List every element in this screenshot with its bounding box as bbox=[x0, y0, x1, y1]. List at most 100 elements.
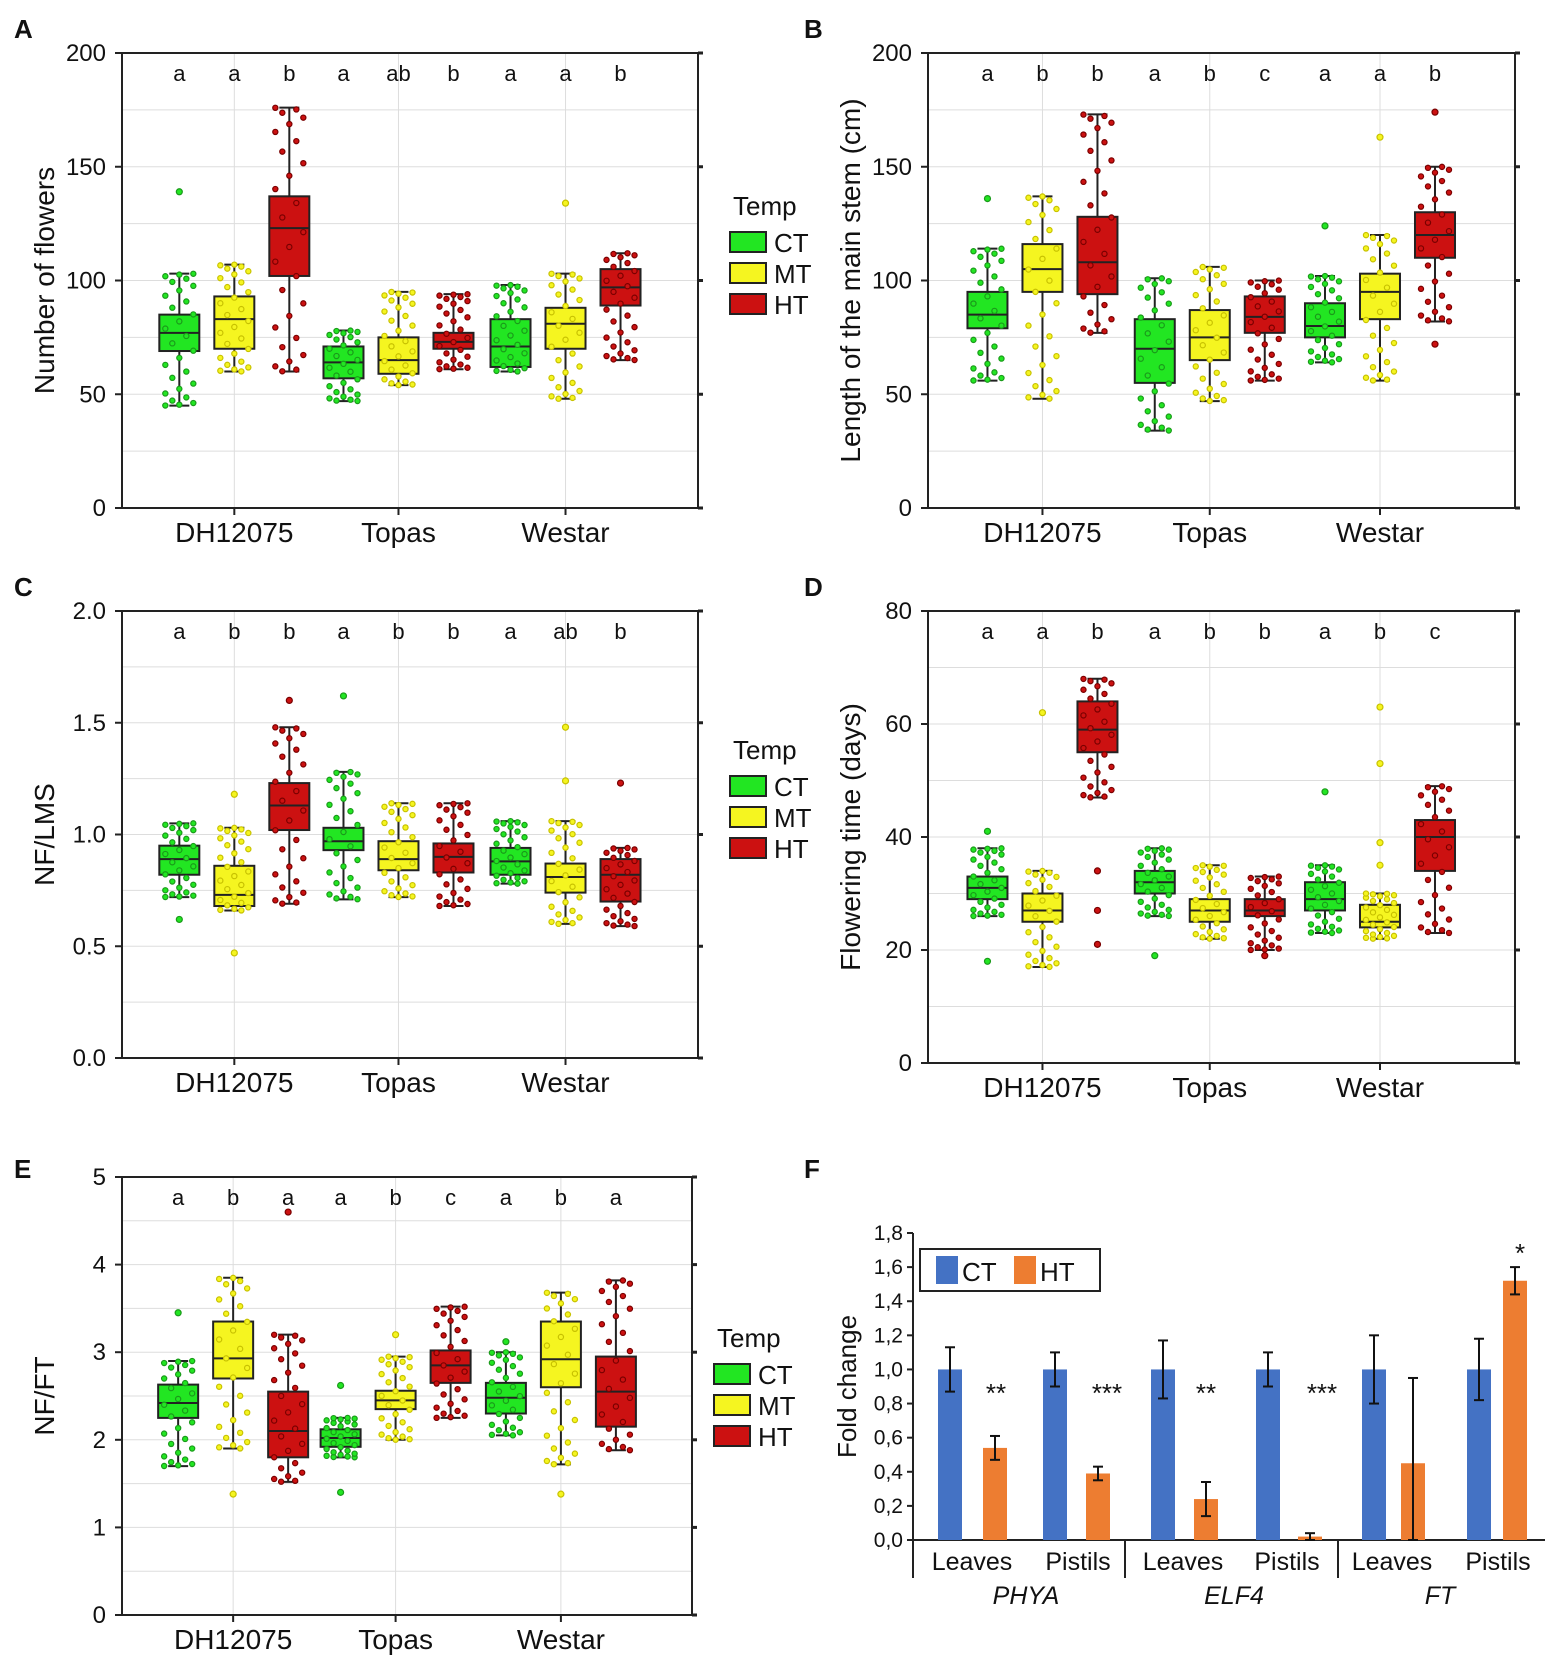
data-point bbox=[298, 1440, 306, 1448]
data-point bbox=[337, 1416, 344, 1423]
data-point bbox=[217, 329, 224, 337]
data-point bbox=[617, 272, 624, 279]
outlier-point bbox=[1093, 906, 1102, 915]
data-point bbox=[183, 298, 190, 305]
data-point bbox=[1376, 914, 1384, 921]
data-point bbox=[215, 1275, 223, 1283]
box-topas-ht bbox=[1243, 277, 1286, 384]
significance-letter: b bbox=[228, 619, 240, 644]
data-point bbox=[576, 894, 583, 901]
data-point bbox=[395, 353, 402, 360]
data-point bbox=[190, 399, 197, 407]
data-point bbox=[603, 352, 610, 360]
data-point bbox=[1424, 183, 1432, 190]
data-point bbox=[977, 372, 984, 379]
data-point bbox=[457, 803, 464, 811]
data-point bbox=[224, 283, 231, 291]
data-point bbox=[605, 1385, 613, 1393]
data-point bbox=[984, 845, 991, 852]
data-point bbox=[1417, 792, 1425, 799]
data-point bbox=[1080, 325, 1087, 332]
box-dh12075-ht bbox=[268, 696, 311, 907]
outlier-point bbox=[502, 1338, 510, 1346]
data-point bbox=[1144, 869, 1151, 877]
data-point bbox=[224, 340, 231, 348]
data-point bbox=[270, 1475, 278, 1483]
data-point bbox=[243, 1438, 251, 1446]
box-westar-ct bbox=[489, 281, 532, 375]
data-point bbox=[181, 1361, 189, 1369]
data-point bbox=[631, 846, 638, 853]
data-point bbox=[569, 855, 576, 862]
data-point bbox=[1053, 892, 1060, 899]
data-point bbox=[1192, 363, 1199, 370]
data-point bbox=[998, 257, 1005, 265]
data-point bbox=[562, 336, 569, 343]
data-point bbox=[1261, 290, 1268, 297]
data-point bbox=[457, 346, 464, 354]
data-point bbox=[1108, 700, 1115, 707]
data-point bbox=[1144, 372, 1151, 379]
data-point bbox=[543, 1305, 551, 1312]
data-point bbox=[323, 1424, 330, 1432]
data-point bbox=[1032, 913, 1039, 920]
box-westar-mt bbox=[539, 1289, 582, 1498]
data-point bbox=[181, 1407, 189, 1414]
data-point bbox=[176, 271, 183, 278]
data-point bbox=[1165, 427, 1172, 434]
data-point bbox=[174, 1449, 182, 1456]
data-point bbox=[443, 295, 450, 303]
data-point bbox=[1307, 358, 1315, 365]
data-point bbox=[245, 904, 252, 911]
data-point bbox=[337, 1423, 344, 1430]
data-point bbox=[1314, 276, 1322, 283]
data-point bbox=[521, 834, 528, 841]
data-point bbox=[509, 1383, 517, 1391]
data-point bbox=[284, 1447, 292, 1455]
data-point bbox=[229, 1274, 237, 1282]
data-point bbox=[1165, 846, 1172, 853]
data-point bbox=[507, 879, 514, 886]
data-point bbox=[1424, 801, 1432, 809]
data-point bbox=[1438, 315, 1446, 322]
data-point bbox=[548, 270, 555, 277]
significance-letter: b bbox=[283, 619, 295, 644]
data-point bbox=[514, 819, 521, 826]
data-point bbox=[1321, 323, 1329, 330]
data-point bbox=[1335, 866, 1343, 873]
outlier-point bbox=[230, 790, 238, 798]
data-point bbox=[1094, 769, 1101, 776]
data-point bbox=[1445, 916, 1453, 923]
data-point bbox=[1417, 245, 1425, 252]
data-point bbox=[333, 850, 340, 857]
data-point bbox=[1445, 227, 1453, 235]
data-point bbox=[160, 1375, 168, 1382]
data-point bbox=[1213, 881, 1220, 888]
data-point bbox=[347, 874, 354, 882]
data-point bbox=[291, 1350, 299, 1357]
data-point bbox=[300, 730, 307, 738]
significance-letter: a bbox=[1319, 619, 1332, 644]
bar-ht bbox=[1086, 1473, 1110, 1540]
box-dh12075-ct bbox=[966, 827, 1009, 965]
data-point bbox=[270, 1331, 278, 1338]
data-point bbox=[576, 275, 583, 282]
data-point bbox=[231, 261, 238, 268]
data-point bbox=[284, 1340, 292, 1348]
tissue-label: Leaves bbox=[932, 1548, 1013, 1576]
data-point bbox=[603, 849, 610, 856]
data-point bbox=[507, 870, 514, 877]
data-point bbox=[1261, 313, 1268, 320]
y-tick-label: 0,8 bbox=[874, 1393, 903, 1416]
data-point bbox=[500, 285, 507, 292]
data-point bbox=[1039, 361, 1046, 369]
significance-letter: b bbox=[555, 1185, 567, 1210]
data-point bbox=[1438, 926, 1446, 934]
data-point bbox=[381, 819, 388, 827]
data-point bbox=[1108, 731, 1115, 738]
data-point bbox=[340, 342, 347, 349]
data-point bbox=[229, 1442, 237, 1449]
data-point bbox=[970, 906, 977, 914]
data-point bbox=[1046, 883, 1053, 891]
data-point bbox=[1220, 396, 1227, 404]
